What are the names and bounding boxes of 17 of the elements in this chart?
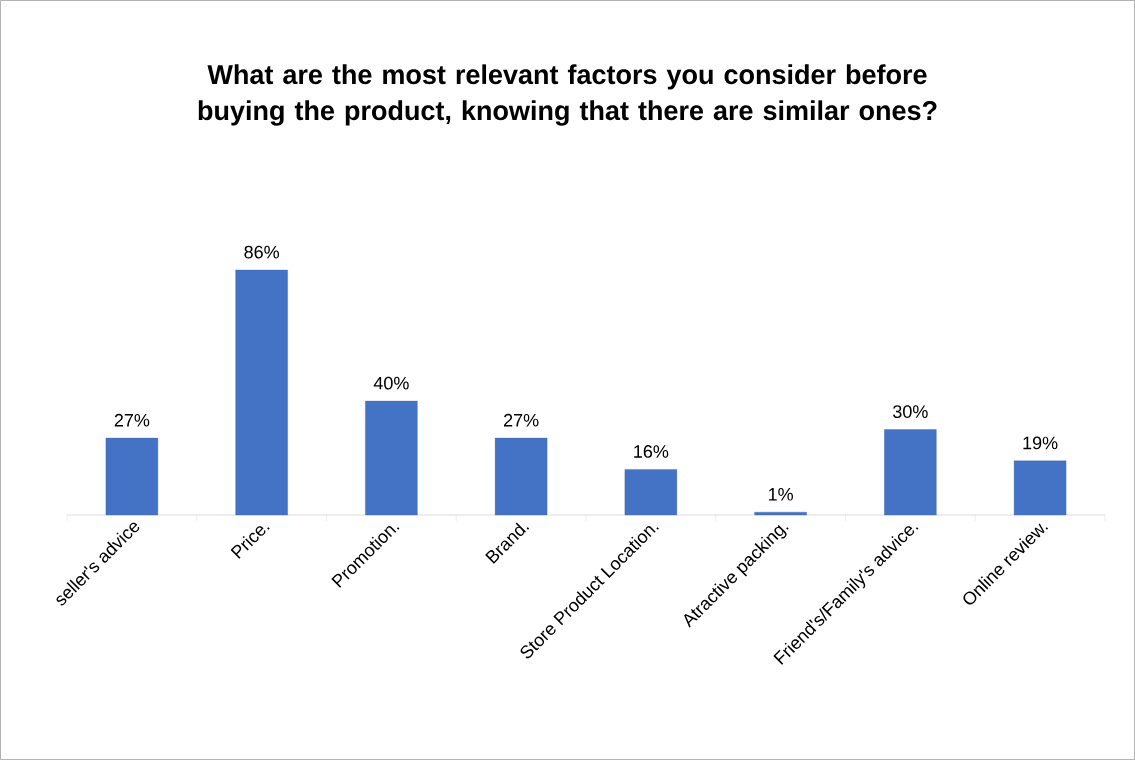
bar: [1013, 460, 1067, 516]
data-label: 16%: [634, 445, 669, 458]
bar: [884, 429, 937, 516]
data-label: 19%: [1023, 436, 1058, 450]
bar: [624, 469, 678, 516]
data-label: 86%: [244, 245, 279, 259]
data-label: 30%: [893, 405, 928, 418]
bar: [105, 437, 159, 516]
chart-title: What are the most relevant factors you consider before buying the product, knowing that there are similar ones?: [198, 64, 937, 126]
data-label: 27%: [504, 413, 539, 427]
bar: [235, 269, 288, 516]
data-label: 1%: [768, 488, 793, 501]
bar: [365, 400, 418, 516]
bar: [754, 511, 807, 516]
data-label: 27%: [114, 413, 150, 427]
bar: [494, 437, 548, 516]
data-label: 40%: [373, 376, 409, 390]
